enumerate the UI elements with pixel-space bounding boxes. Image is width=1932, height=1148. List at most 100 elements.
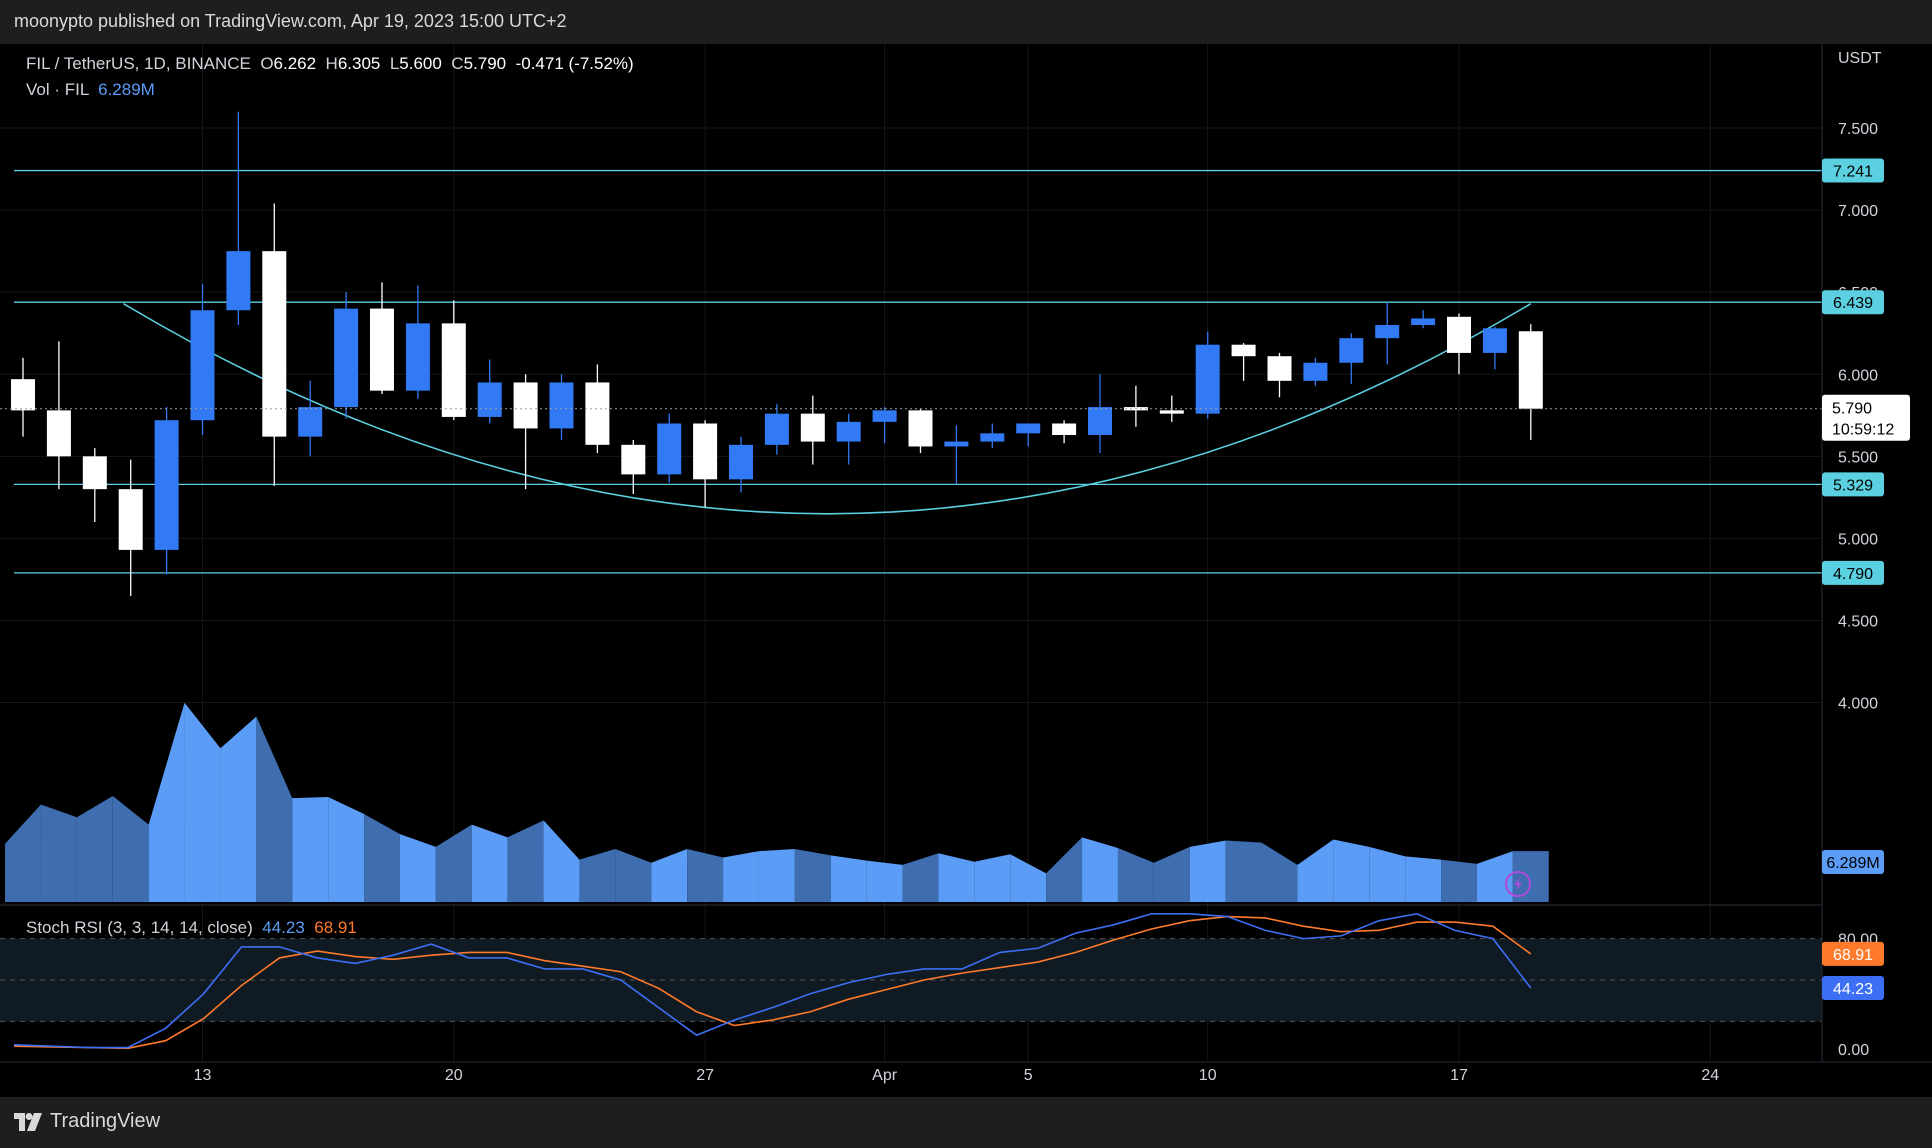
replay-icon[interactable] bbox=[1505, 871, 1531, 897]
high-value: 6.305 bbox=[337, 54, 381, 73]
candle-body bbox=[1482, 328, 1507, 353]
candle bbox=[980, 423, 1005, 449]
tradingview-logo-icon bbox=[14, 1112, 42, 1131]
candle-body bbox=[190, 310, 215, 421]
candle-body bbox=[800, 413, 825, 442]
candle bbox=[477, 359, 502, 424]
price-tick-label: 4.000 bbox=[1838, 696, 1878, 713]
candle bbox=[1411, 310, 1436, 329]
candle-body bbox=[46, 410, 71, 457]
candle-body bbox=[370, 308, 394, 391]
volume-bar bbox=[1405, 856, 1442, 902]
time-tick-label: Apr bbox=[872, 1067, 898, 1084]
candlestick-series bbox=[11, 111, 1543, 596]
candle-body bbox=[1518, 331, 1543, 409]
volume-label[interactable]: Vol · FIL bbox=[26, 80, 89, 99]
volume-bar bbox=[364, 814, 400, 902]
volume-bar bbox=[1476, 851, 1513, 902]
volume-bar bbox=[938, 853, 975, 902]
stoch-rsi-k-value: 44.23 bbox=[262, 918, 305, 937]
volume-bar bbox=[1082, 837, 1118, 902]
header-bar: moonypto published on TradingView.com, A… bbox=[0, 0, 1932, 44]
volume-value: 6.289M bbox=[98, 80, 155, 99]
candle bbox=[190, 283, 215, 435]
level-tag-6.439: 6.439 bbox=[1822, 290, 1884, 315]
candle bbox=[1231, 343, 1256, 381]
volume-bar bbox=[723, 851, 759, 902]
time-tick-label: 13 bbox=[194, 1067, 212, 1084]
candle bbox=[1303, 357, 1328, 386]
candle bbox=[944, 425, 969, 485]
candle-body bbox=[585, 382, 610, 445]
volume-bar bbox=[1117, 847, 1154, 902]
candle-body bbox=[1303, 362, 1328, 381]
volume-bar bbox=[220, 716, 257, 902]
level-tag-6.439-bg bbox=[1822, 290, 1884, 315]
rsi-k-tag-text: 44.23 bbox=[1833, 981, 1873, 998]
volume-bar bbox=[830, 855, 867, 902]
candle bbox=[370, 282, 394, 394]
candle bbox=[1052, 420, 1077, 444]
candle-body bbox=[334, 308, 359, 408]
candle bbox=[1482, 326, 1507, 370]
level-tag-4.790-bg bbox=[1822, 560, 1884, 585]
candle bbox=[154, 407, 179, 575]
candle-body bbox=[729, 444, 753, 480]
candle bbox=[800, 395, 825, 465]
time-tick-label: 10 bbox=[1199, 1067, 1217, 1084]
volume-bar bbox=[256, 716, 293, 902]
level-tag-5.329-text: 5.329 bbox=[1833, 477, 1873, 494]
countdown-value: 10:59:12 bbox=[1832, 422, 1894, 439]
level-tag-4.790: 4.790 bbox=[1822, 560, 1884, 585]
stoch-rsi-d-value: 68.91 bbox=[314, 918, 357, 937]
candle bbox=[46, 341, 71, 490]
candle bbox=[441, 300, 466, 421]
candle bbox=[872, 407, 897, 444]
candle bbox=[1447, 313, 1471, 375]
stoch-rsi-k-line bbox=[13, 912, 1532, 1049]
candle bbox=[1267, 352, 1292, 398]
candle-body bbox=[621, 444, 646, 475]
candle-body bbox=[11, 379, 35, 411]
rsi-tick-label: 0.00 bbox=[1838, 1042, 1869, 1059]
candle-body bbox=[513, 382, 538, 429]
volume-bar bbox=[292, 797, 329, 902]
close-value: 5.790 bbox=[463, 54, 507, 73]
volume-bar bbox=[471, 824, 508, 902]
candle-body bbox=[1088, 407, 1112, 435]
volume-bar bbox=[148, 702, 185, 902]
volume-bar bbox=[1333, 839, 1370, 902]
stoch-rsi-label[interactable]: Stoch RSI (3, 3, 14, 14, close) bbox=[26, 918, 253, 937]
rsi-d-tag-text: 68.91 bbox=[1833, 947, 1873, 964]
candle-body bbox=[1231, 344, 1256, 357]
candle-body bbox=[836, 421, 861, 442]
time-tick-label: 24 bbox=[1701, 1067, 1719, 1084]
tradingview-logo[interactable]: TradingView bbox=[14, 1110, 160, 1133]
stoch-rsi-legend: Stoch RSI (3, 3, 14, 14, close) 44.23 68… bbox=[26, 918, 357, 938]
level-tag-7.241-bg bbox=[1822, 158, 1884, 183]
chart-canvas[interactable]: 7.5007.0006.5006.0005.5005.0004.5004.000… bbox=[0, 44, 1932, 1097]
candle-body bbox=[657, 423, 682, 475]
candle-body bbox=[441, 323, 466, 417]
volume-bar bbox=[1046, 837, 1083, 902]
horizontal-levels bbox=[14, 169, 1822, 574]
low-label: L bbox=[389, 54, 400, 73]
price-tick-label: 6.000 bbox=[1838, 367, 1878, 384]
candle-body bbox=[1375, 325, 1400, 339]
symbol-label[interactable]: FIL / TetherUS, 1D, BINANCE bbox=[26, 54, 251, 73]
candle-body bbox=[549, 382, 574, 429]
volume-bar bbox=[1297, 839, 1334, 902]
volume-bar bbox=[40, 804, 77, 902]
candle bbox=[11, 357, 35, 437]
price-tick-label: 7.000 bbox=[1838, 203, 1878, 220]
candle-body bbox=[154, 420, 179, 550]
footer-bar bbox=[0, 1097, 1932, 1148]
candle-body bbox=[1052, 423, 1077, 435]
volume-bar bbox=[758, 849, 795, 902]
candle-body bbox=[980, 433, 1005, 442]
candle bbox=[405, 285, 430, 399]
volume-bar bbox=[1441, 859, 1477, 902]
time-axis: 13 20 27 Apr 5 10 17 24 bbox=[194, 1067, 1720, 1084]
volume-bar bbox=[1153, 846, 1190, 902]
candle bbox=[621, 439, 646, 495]
